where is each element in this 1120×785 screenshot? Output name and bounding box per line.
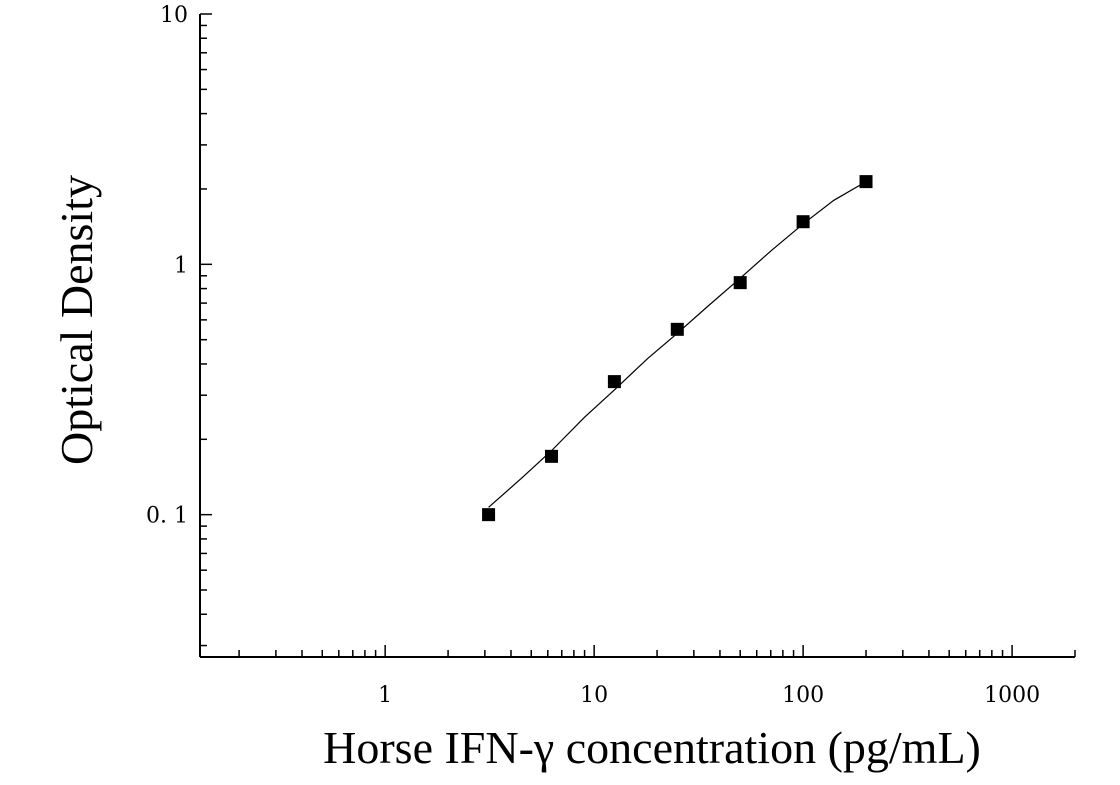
data-point <box>796 215 810 229</box>
x-tick-label: 100 <box>782 683 824 708</box>
y-tick-label: 0. 1 <box>146 504 188 529</box>
y-tick-label: 10 <box>160 3 188 28</box>
data-point <box>544 449 558 463</box>
data-points <box>482 175 873 522</box>
axes <box>199 14 1075 658</box>
axis-ticks <box>200 13 1076 657</box>
y-axis-title: Optical Density <box>51 175 102 465</box>
x-tick-label: 1 <box>378 683 392 708</box>
x-tick-label: 10 <box>580 683 608 708</box>
data-point <box>859 175 873 189</box>
data-point <box>482 508 496 522</box>
x-axis-title: Horse IFN-γ concentration (pg/mL) <box>323 722 981 773</box>
axis-tick-labels: 1 10 100 1000 0. 1 1 10 <box>146 3 1040 708</box>
x-tick-label: 1000 <box>984 683 1040 708</box>
data-point <box>670 322 684 336</box>
data-point <box>607 375 621 389</box>
data-point <box>733 276 747 290</box>
y-tick-label: 1 <box>174 253 188 278</box>
